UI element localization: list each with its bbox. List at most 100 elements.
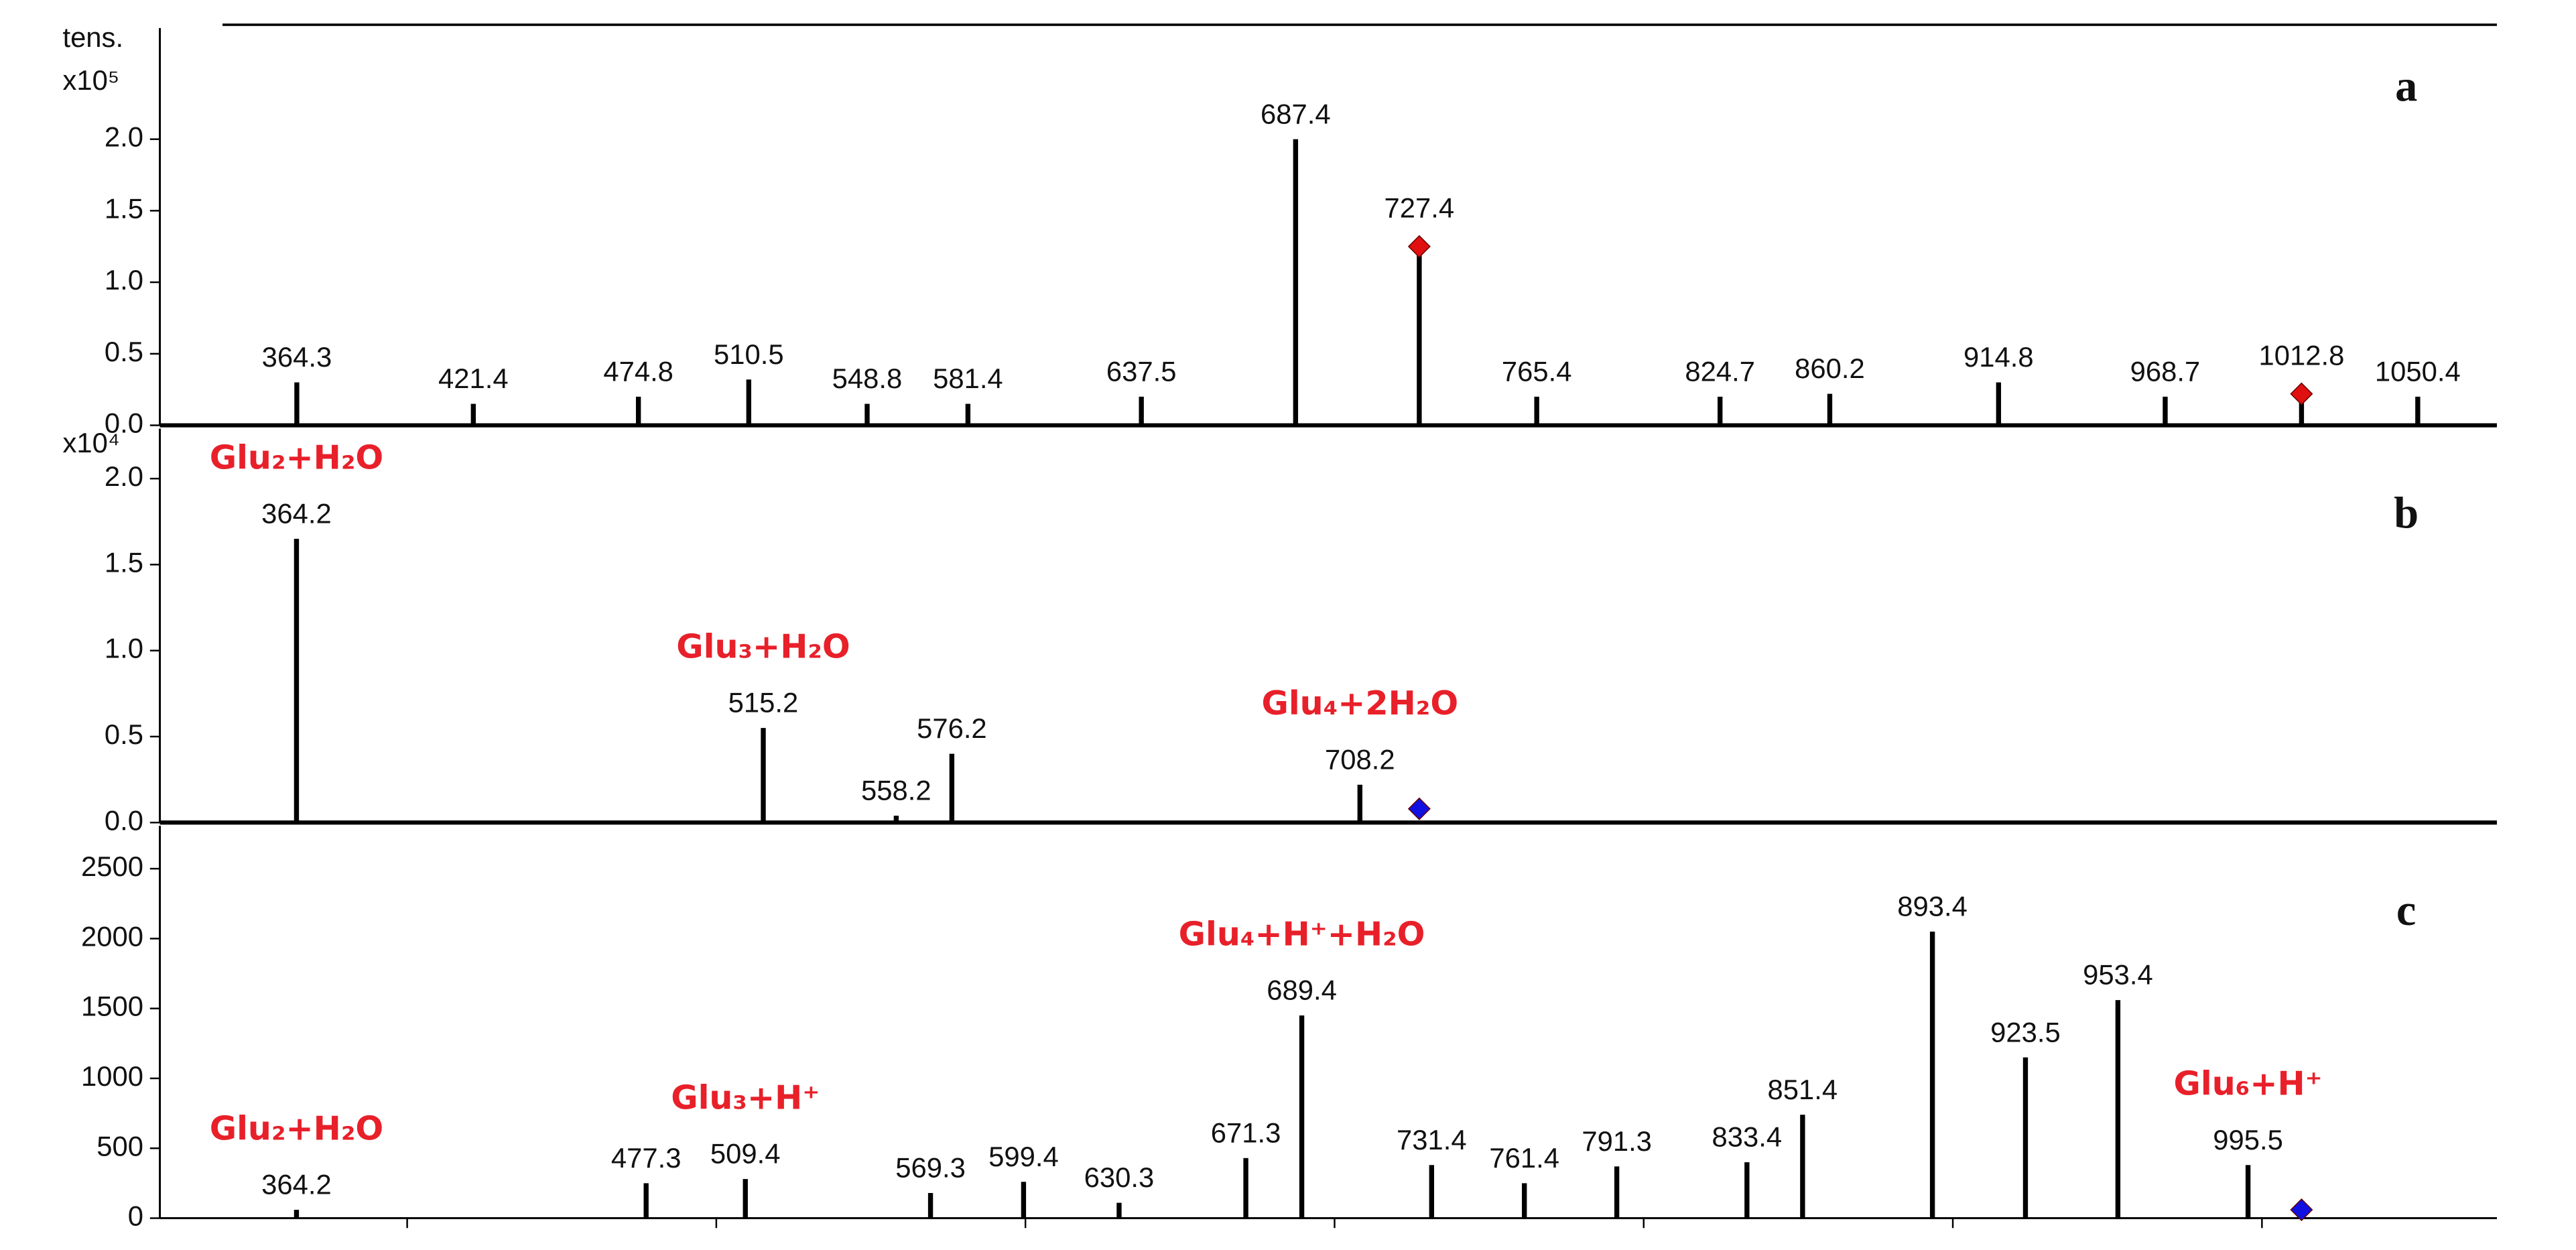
- peak: [1744, 1162, 1750, 1218]
- peak: [927, 1192, 933, 1218]
- peak: [2415, 396, 2421, 426]
- y-tick-label: 0: [128, 1200, 143, 1232]
- peak: [2115, 1000, 2121, 1218]
- annotation: Glu₂+H₂O: [210, 438, 383, 477]
- peak-label: 477.3: [611, 1142, 682, 1174]
- y-tick-label: 0.5: [105, 718, 143, 750]
- y-scale-label: x10⁵: [62, 64, 119, 96]
- peak-label: 968.7: [2130, 355, 2201, 387]
- peak: [470, 403, 476, 426]
- y-tick-label: 0.5: [105, 336, 143, 367]
- peak-label: 515.2: [728, 687, 799, 718]
- peak-label: 364.3: [262, 341, 332, 373]
- y-tick-label: 2500: [81, 851, 143, 882]
- peak-label: 1050.4: [2375, 355, 2461, 387]
- y-tick-label: 0.0: [105, 408, 143, 439]
- peak: [1996, 382, 2002, 426]
- peak: [965, 403, 971, 426]
- diamond-marker: [2290, 382, 2313, 405]
- peak-label: 765.4: [1502, 355, 1572, 387]
- peak: [1293, 139, 1299, 426]
- y-tick-label: 0.0: [105, 804, 143, 836]
- peak: [2245, 1165, 2251, 1218]
- peak: [1116, 1202, 1122, 1218]
- peak: [1429, 1165, 1435, 1218]
- peak: [294, 1209, 300, 1218]
- peak: [2022, 1057, 2028, 1218]
- peak: [643, 1183, 649, 1218]
- diamond-marker: [1407, 797, 1431, 820]
- y-tick-label: 1000: [81, 1060, 143, 1092]
- peak: [1800, 1115, 1805, 1218]
- peak-label: 824.7: [1685, 355, 1755, 387]
- y-scale-label: x10⁴: [62, 427, 119, 458]
- peak-label: 510.5: [714, 338, 784, 370]
- peak-label: 860.2: [1795, 353, 1865, 384]
- peak-label: 637.5: [1106, 355, 1177, 387]
- peak-label: 687.4: [1261, 98, 1331, 129]
- annotation: Glu₃+H⁺: [671, 1078, 820, 1117]
- peak-label: 630.3: [1084, 1162, 1155, 1193]
- peak-label: 708.2: [1325, 743, 1395, 775]
- peak: [1827, 393, 1833, 426]
- peak: [1614, 1166, 1620, 1218]
- annotation: Glu₄+H⁺+H₂O: [1179, 915, 1425, 954]
- peak-label: 923.5: [1990, 1016, 2061, 1048]
- y-tick-label: 1.0: [105, 264, 143, 296]
- peak-label: 914.8: [1963, 341, 2034, 373]
- peak: [949, 753, 955, 823]
- annotation: Glu₃+H₂O: [676, 627, 850, 666]
- peak: [1357, 784, 1362, 823]
- peak: [1243, 1158, 1248, 1218]
- peak: [1417, 246, 1422, 426]
- peak-label: 474.8: [603, 355, 673, 387]
- peak: [746, 379, 752, 426]
- diamond-marker: [2290, 1198, 2313, 1222]
- peak: [294, 382, 300, 426]
- peak: [1929, 931, 1935, 1218]
- peak-label: 569.3: [895, 1152, 966, 1184]
- peak: [2163, 396, 2168, 426]
- peak: [893, 815, 899, 823]
- peak-label: 599.4: [988, 1141, 1059, 1172]
- annotation: Glu₆+H⁺: [2174, 1064, 2323, 1103]
- peak: [635, 396, 641, 426]
- y-tick-label: 1.5: [105, 192, 143, 224]
- peak-label: 576.2: [917, 712, 987, 744]
- panel-label: b: [2394, 489, 2419, 538]
- peak-label: 364.2: [261, 498, 332, 529]
- panel-label: c: [2396, 886, 2416, 935]
- peak-label: 761.4: [1489, 1142, 1559, 1174]
- peak: [1718, 396, 1723, 426]
- annotation: Glu₄+2H₂O: [1261, 684, 1458, 723]
- y-axis-label: tens.: [62, 21, 123, 53]
- y-tick-label: 1500: [81, 991, 143, 1022]
- peak: [1299, 1015, 1305, 1218]
- peak-label: 364.2: [261, 1169, 332, 1200]
- peak: [1021, 1182, 1027, 1218]
- peak-label: 548.8: [832, 363, 903, 394]
- peak-label: 509.4: [710, 1138, 781, 1170]
- peak-label: 581.4: [933, 363, 1003, 394]
- peak-label: 558.2: [861, 775, 931, 806]
- peak-label: 1012.8: [2258, 340, 2344, 371]
- panel-label: a: [2395, 62, 2417, 111]
- peak-label: 727.4: [1384, 192, 1455, 224]
- peak-label: 421.4: [438, 363, 509, 394]
- peak-label: 671.3: [1211, 1117, 1281, 1148]
- y-tick-label: 1.0: [105, 633, 143, 664]
- peak-label: 953.4: [2083, 959, 2153, 991]
- peak: [294, 538, 300, 823]
- peak: [1534, 396, 1539, 426]
- peak-label: 689.4: [1267, 975, 1337, 1006]
- peak-label: 731.4: [1397, 1124, 1467, 1155]
- peak: [864, 403, 870, 426]
- peak-label: 995.5: [2213, 1124, 2283, 1155]
- y-tick-label: 2000: [81, 920, 143, 952]
- peak-label: 893.4: [1897, 891, 1968, 922]
- peak: [1522, 1183, 1527, 1218]
- peak-label: 851.4: [1768, 1074, 1838, 1105]
- peak: [743, 1179, 748, 1218]
- peak: [2299, 393, 2305, 426]
